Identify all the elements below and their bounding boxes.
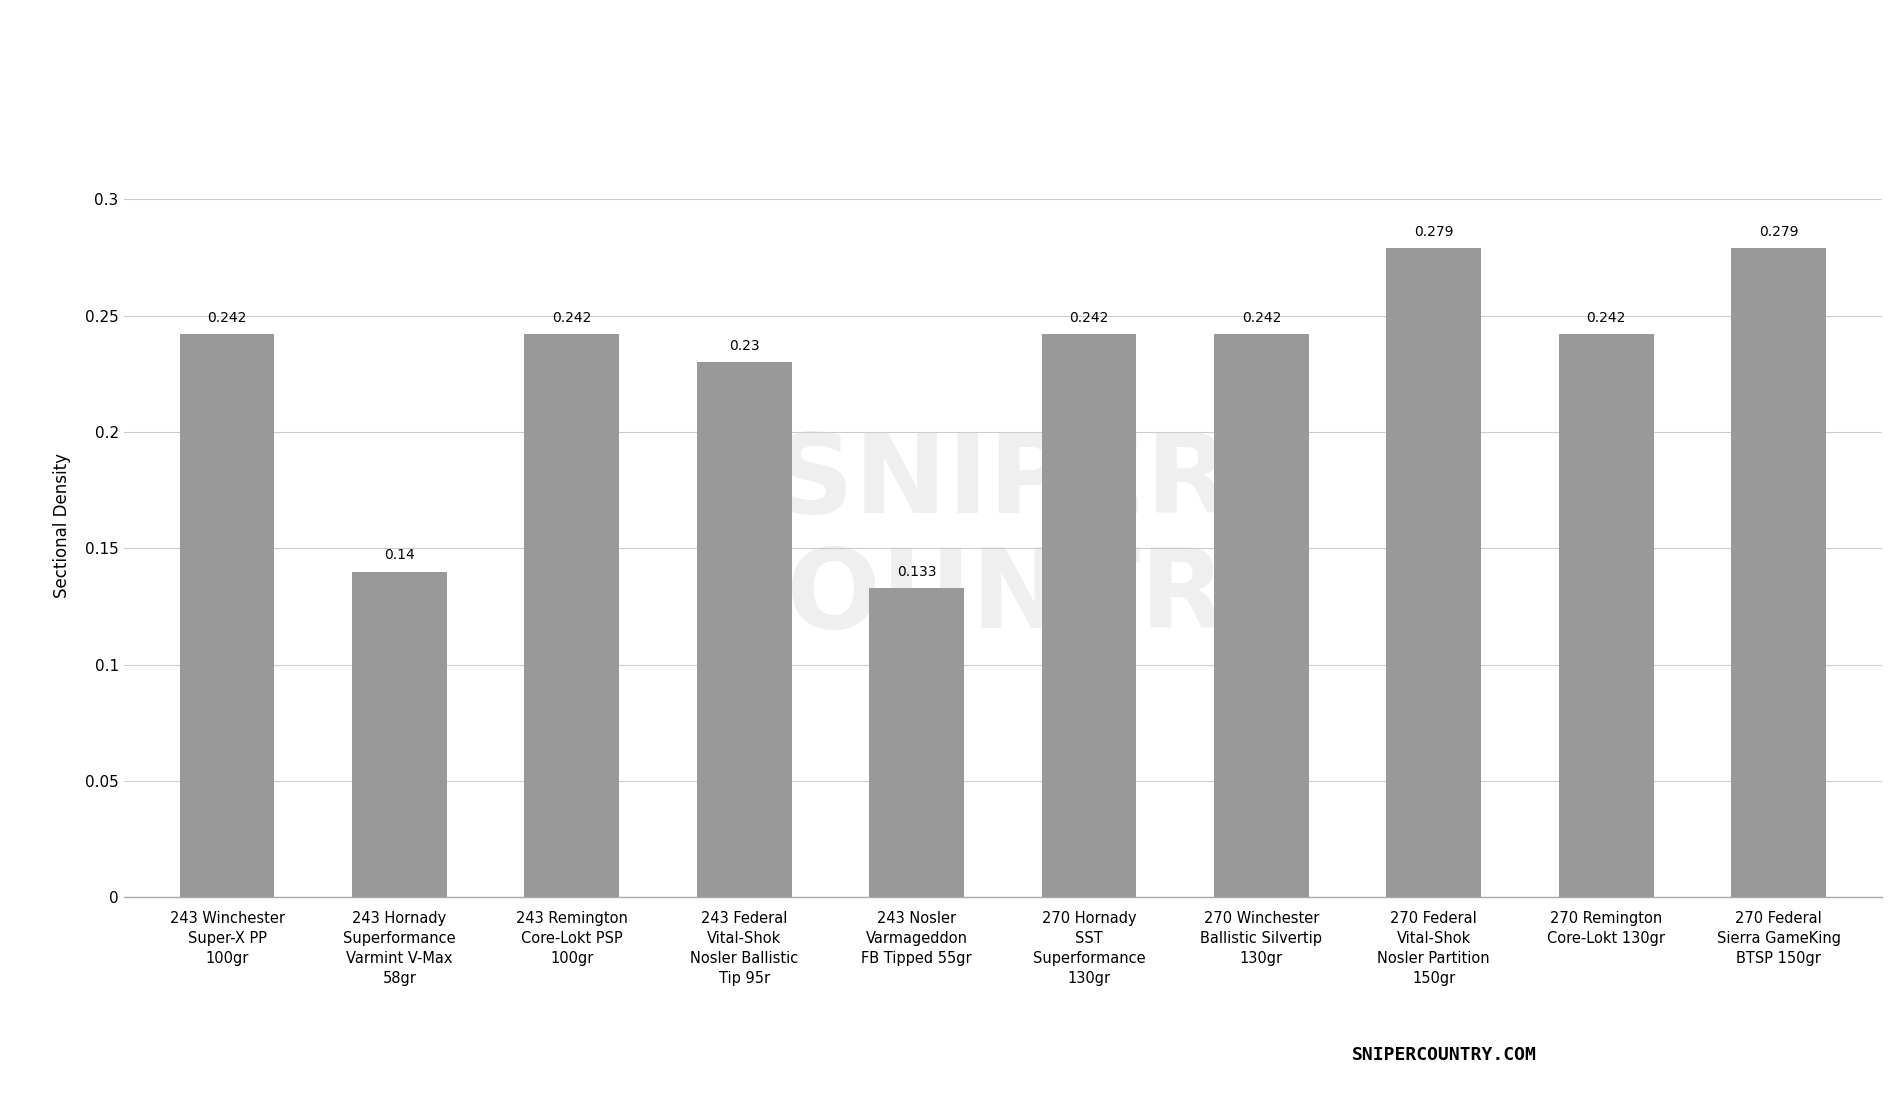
Bar	[525, 335, 620, 897]
Text: 0.242: 0.242	[1068, 311, 1108, 325]
Bar	[1386, 248, 1481, 897]
Text: 0.23: 0.23	[728, 339, 760, 353]
Bar	[1732, 248, 1827, 897]
Text: 0.279: 0.279	[1758, 225, 1798, 239]
Text: 0.14: 0.14	[384, 548, 414, 563]
Text: 0.133: 0.133	[897, 565, 937, 578]
Bar	[1042, 335, 1137, 897]
Bar	[1559, 335, 1654, 897]
Text: SNIPERCOUNTRY.COM: SNIPERCOUNTRY.COM	[1352, 1046, 1538, 1064]
Text: 0.279: 0.279	[1414, 225, 1454, 239]
Bar	[1215, 335, 1308, 897]
Bar	[698, 362, 791, 897]
Bar	[352, 572, 447, 897]
Y-axis label: Sectional Density: Sectional Density	[53, 453, 70, 597]
Bar	[869, 588, 964, 897]
Text: 0.242: 0.242	[1587, 311, 1625, 325]
Text: 0.242: 0.242	[207, 311, 247, 325]
Text: SECTIONAL DENSITY: SECTIONAL DENSITY	[536, 29, 1365, 99]
Text: SNIPER
COUNTRY: SNIPER COUNTRY	[705, 429, 1300, 652]
Bar	[179, 335, 274, 897]
Text: 0.242: 0.242	[1241, 311, 1281, 325]
Text: 0.242: 0.242	[551, 311, 591, 325]
